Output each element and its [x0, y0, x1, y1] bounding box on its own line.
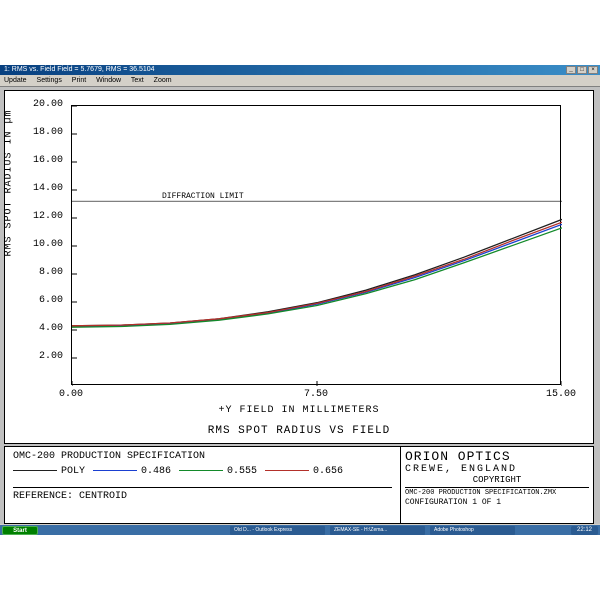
menu-text[interactable]: Text — [131, 77, 144, 84]
config-line: CONFIGURATION 1 OF 1 — [405, 498, 589, 507]
y-tick-label: 16.00 — [23, 155, 63, 166]
company-name: ORION OPTICS — [405, 450, 589, 464]
task-outlook[interactable]: Old D... - Outlook Express — [230, 526, 325, 535]
legend-label: POLY — [61, 466, 85, 477]
reference-line: REFERENCE: CENTROID — [13, 487, 392, 502]
menu-zoom[interactable]: Zoom — [154, 77, 172, 84]
window-title: 1: RMS vs. Field Field = 5.7679, RMS = 3… — [4, 66, 155, 73]
chart-svg: DIFFRACTION LIMIT — [72, 106, 562, 386]
plot-area: DIFFRACTION LIMIT — [71, 105, 561, 385]
x-axis-label: +Y FIELD IN MILLIMETERS — [5, 405, 593, 416]
system-tray-clock[interactable]: 22:12 — [571, 526, 598, 535]
legend-swatch — [265, 470, 309, 471]
close-button[interactable]: × — [588, 66, 598, 74]
menu-settings[interactable]: Settings — [37, 77, 62, 84]
y-tick-label: 4.00 — [23, 323, 63, 334]
menu-print[interactable]: Print — [72, 77, 86, 84]
y-tick-label: 8.00 — [23, 267, 63, 278]
y-tick-label: 14.00 — [23, 183, 63, 194]
start-button[interactable]: Start — [2, 526, 38, 535]
menu-window[interactable]: Window — [96, 77, 121, 84]
info-right: ORION OPTICS CREWE, ENGLAND COPYRIGHT OM… — [400, 447, 593, 523]
menu-bar: Update Settings Print Window Text Zoom — [0, 75, 600, 87]
minimize-button[interactable]: _ — [566, 66, 576, 74]
taskbar: Start Old D... - Outlook Express ZEMAX-S… — [0, 524, 600, 535]
legend-label: 0.555 — [227, 466, 257, 477]
chart-subtitle: RMS SPOT RADIUS VS FIELD — [5, 425, 593, 437]
info-left: OMC-200 PRODUCTION SPECIFICATION POLY 0.4… — [5, 447, 400, 523]
company-location: CREWE, ENGLAND — [405, 464, 589, 475]
y-tick-label: 20.00 — [23, 99, 63, 110]
task-photoshop[interactable]: Adobe Photoshop — [430, 526, 515, 535]
y-tick-label: 6.00 — [23, 295, 63, 306]
task-zemax[interactable]: ZEMAX-SE - H:\Zema... — [330, 526, 425, 535]
legend-swatch — [179, 470, 223, 471]
window-buttons: _ □ × — [566, 66, 598, 74]
y-tick-label: 12.00 — [23, 211, 63, 222]
y-tick-label: 2.00 — [23, 351, 63, 362]
y-tick-label: 10.00 — [23, 239, 63, 250]
legend-swatch — [13, 470, 57, 471]
copyright: COPYRIGHT — [405, 475, 589, 485]
info-panel: OMC-200 PRODUCTION SPECIFICATION POLY 0.4… — [4, 446, 594, 524]
legend-label: 0.486 — [141, 466, 171, 477]
legend: POLY 0.486 0.555 0.656 — [13, 466, 392, 477]
menu-update[interactable]: Update — [4, 77, 27, 84]
x-tick-label: 15.00 — [541, 389, 581, 400]
y-tick-label: 18.00 — [23, 127, 63, 138]
filename: OMC-200 PRODUCTION SPECIFICATION.ZMX — [405, 487, 589, 498]
maximize-button[interactable]: □ — [577, 66, 587, 74]
x-tick-label: 7.50 — [296, 389, 336, 400]
x-tick-label: 0.00 — [51, 389, 91, 400]
legend-swatch — [93, 470, 137, 471]
svg-text:DIFFRACTION LIMIT: DIFFRACTION LIMIT — [162, 192, 244, 201]
window-titlebar: 1: RMS vs. Field Field = 5.7679, RMS = 3… — [0, 65, 600, 75]
y-axis-label: RMS SPOT RADIUS IN µm — [4, 109, 15, 256]
legend-label: 0.656 — [313, 466, 343, 477]
plot-panel: DIFFRACTION LIMIT RMS SPOT RADIUS IN µm … — [4, 90, 594, 444]
spec-line: OMC-200 PRODUCTION SPECIFICATION — [13, 451, 392, 462]
